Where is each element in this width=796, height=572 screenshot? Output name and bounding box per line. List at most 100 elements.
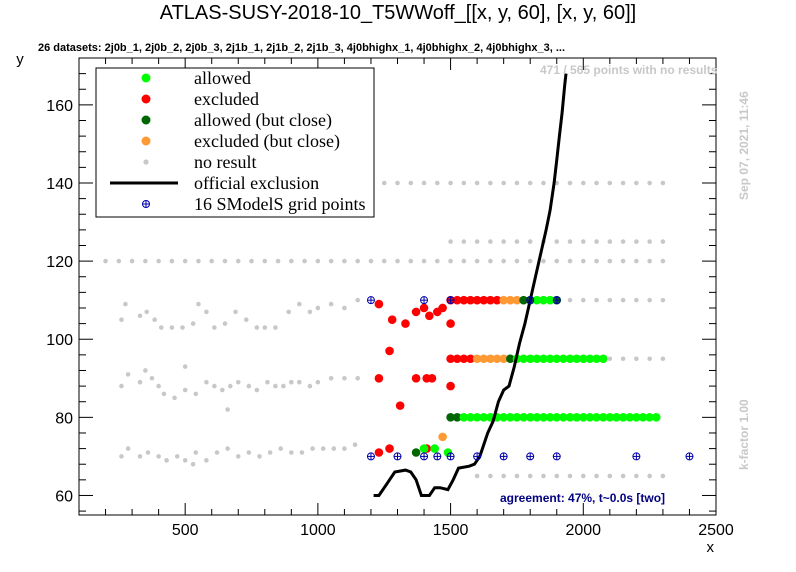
no-result-point xyxy=(527,258,533,264)
excluded-point xyxy=(446,381,455,391)
allowed-point xyxy=(598,413,608,422)
no-result-point xyxy=(594,297,599,303)
no-result-point xyxy=(227,383,233,389)
no-result-point xyxy=(125,372,131,377)
smodels-grid-point xyxy=(552,452,561,461)
smodels-grid-point xyxy=(526,452,535,461)
no-result-point xyxy=(196,258,201,264)
excluded-point xyxy=(385,444,394,453)
no-result-point xyxy=(307,383,313,389)
allowed-close-point xyxy=(452,413,462,422)
no-result-point xyxy=(143,368,148,373)
no-result-point xyxy=(381,180,387,186)
y-tick-label: 100 xyxy=(46,332,73,349)
no-result-point xyxy=(182,458,188,463)
no-result-point xyxy=(246,383,252,389)
no-result-point xyxy=(514,239,520,244)
no-result-point xyxy=(594,258,599,264)
allowed-point xyxy=(625,413,635,422)
no-result-point xyxy=(286,309,291,315)
excluded-point xyxy=(374,299,384,309)
no-result-point xyxy=(222,321,228,326)
allowed-point xyxy=(638,413,648,422)
excluded-close-point xyxy=(438,432,447,442)
no-result-point xyxy=(580,239,586,244)
no-result-point xyxy=(620,297,626,303)
no-result-point xyxy=(474,239,480,244)
allowed-point xyxy=(651,413,661,422)
no-result-point xyxy=(296,301,302,307)
no-result-point xyxy=(607,258,613,264)
excluded-point xyxy=(466,354,475,364)
no-result-point xyxy=(152,317,157,323)
allowed-point xyxy=(605,413,615,422)
excluded-point xyxy=(419,303,429,313)
timestamp-label: Sep 07, 2021, 11:46 xyxy=(737,91,751,200)
no-result-point xyxy=(342,375,347,381)
no-result-point xyxy=(448,258,453,264)
no-result-point xyxy=(421,258,427,264)
legend-marker-excluded-close xyxy=(141,136,151,146)
no-result-point xyxy=(156,454,161,459)
legend-marker-allowed xyxy=(141,73,151,83)
no-result-point xyxy=(501,239,506,244)
no-result-point xyxy=(225,446,230,451)
excluded-close-point xyxy=(499,354,508,364)
no-result-point xyxy=(620,239,626,244)
no-result-point xyxy=(634,356,639,362)
no-result-point xyxy=(368,258,374,264)
no-result-point xyxy=(249,258,254,264)
allowed-point xyxy=(539,295,548,305)
no-result-point xyxy=(204,309,209,315)
allowed-point xyxy=(592,413,601,422)
no-result-point xyxy=(161,391,167,397)
no-result-point xyxy=(660,297,666,303)
excluded-point xyxy=(395,401,405,410)
allowed-point xyxy=(585,413,595,422)
no-result-point xyxy=(620,473,626,479)
no-result-point xyxy=(119,454,124,459)
kfactor-label: k-factor 1.00 xyxy=(737,399,751,470)
allowed-point xyxy=(632,413,641,422)
legend-marker-no-result xyxy=(143,159,149,165)
no-result-point xyxy=(164,458,169,463)
smodels-grid-point xyxy=(552,296,561,305)
smodels-grid-point xyxy=(685,452,694,461)
no-result-point xyxy=(257,454,262,459)
y-tick-label: 160 xyxy=(46,98,73,115)
x-tick-label: 1000 xyxy=(300,522,336,539)
allowed-point xyxy=(512,413,522,422)
allowed-point xyxy=(552,354,562,364)
x-tick-label: 1500 xyxy=(433,522,469,539)
no-result-point xyxy=(144,309,149,315)
no-result-point xyxy=(182,387,188,393)
no-result-point xyxy=(567,180,573,186)
no-result-point xyxy=(554,258,560,264)
no-result-point xyxy=(204,458,209,463)
smodels-grid-point xyxy=(499,452,508,461)
excluded-point xyxy=(411,307,421,317)
no-result-point xyxy=(172,395,177,401)
no-result-point xyxy=(235,258,241,264)
excluded-close-point xyxy=(512,295,522,305)
allowed-point xyxy=(499,413,508,422)
no-result-point xyxy=(567,473,573,479)
no-result-point xyxy=(180,325,185,330)
no-result-point xyxy=(474,180,480,186)
no-result-point xyxy=(123,301,128,307)
allowed-point xyxy=(419,444,429,453)
no-result-point xyxy=(607,239,613,244)
no-result-point xyxy=(315,305,321,311)
no-result-point xyxy=(514,180,520,186)
allowed-point xyxy=(598,354,608,364)
allowed-point xyxy=(572,354,581,364)
allowed-point xyxy=(585,354,595,364)
no-result-point xyxy=(278,446,284,451)
excluded-point xyxy=(374,373,384,383)
no-result-point xyxy=(461,239,467,244)
no-result-point xyxy=(607,473,613,479)
no-result-point xyxy=(355,297,360,303)
x-axis-title: x xyxy=(707,539,715,556)
no-result-point xyxy=(182,258,188,264)
